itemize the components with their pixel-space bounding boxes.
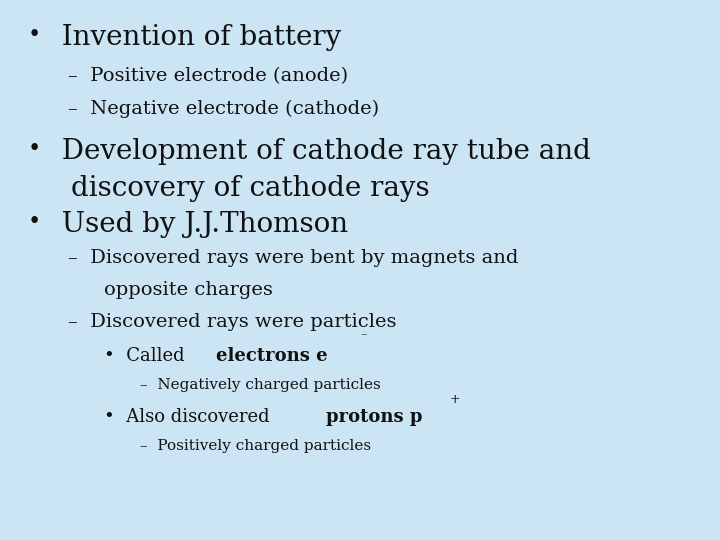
Text: ⁻: ⁻ <box>360 332 366 345</box>
Text: –  Discovered rays were bent by magnets and: – Discovered rays were bent by magnets a… <box>68 249 519 267</box>
Text: Invention of battery: Invention of battery <box>45 24 342 51</box>
Text: –  Discovered rays were particles: – Discovered rays were particles <box>68 313 397 331</box>
Text: –  Positive electrode (anode): – Positive electrode (anode) <box>68 68 348 85</box>
Text: Development of cathode ray tube and: Development of cathode ray tube and <box>45 138 591 165</box>
Text: •  Called: • Called <box>104 347 191 364</box>
Text: discovery of cathode rays: discovery of cathode rays <box>71 176 429 202</box>
Text: electrons e: electrons e <box>216 347 328 364</box>
Text: –  Positively charged particles: – Positively charged particles <box>140 439 372 453</box>
Text: •: • <box>27 211 40 233</box>
Text: opposite charges: opposite charges <box>104 281 274 299</box>
Text: •  Also discovered: • Also discovered <box>104 408 276 426</box>
Text: –  Negative electrode (cathode): – Negative electrode (cathode) <box>68 100 379 118</box>
Text: •: • <box>27 24 40 46</box>
Text: Used by J.J.Thomson: Used by J.J.Thomson <box>45 211 348 238</box>
Text: –  Negatively charged particles: – Negatively charged particles <box>140 378 381 392</box>
Text: +: + <box>450 393 461 406</box>
Text: •: • <box>27 138 40 160</box>
Text: protons p: protons p <box>325 408 422 426</box>
